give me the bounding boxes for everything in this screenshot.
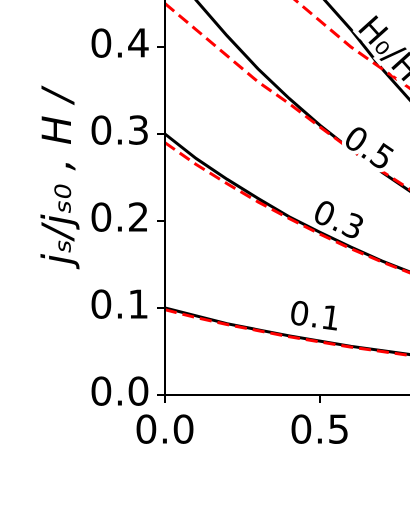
curve-label: 0.3 (307, 192, 371, 249)
plot-area (165, 0, 410, 357)
y-axis-label: jₛ/jₛ₀ , H / (35, 84, 81, 270)
curve-label: 0.1 (287, 293, 344, 339)
y-tick-label: 0.4 (89, 23, 151, 68)
curve-label: H₀/H (350, 8, 410, 89)
curve (165, 308, 410, 357)
y-tick-label: 0.0 (89, 371, 151, 416)
curve-label: 0.5 (336, 118, 401, 180)
curve (165, 2, 410, 192)
curve (165, 141, 410, 275)
curve (292, 0, 410, 91)
curve-labels: 0.1 0.3 0.5 H₀/H (283, 4, 410, 343)
y-tick-label: 0.3 (89, 110, 151, 155)
x-tick-label: 0.0 (134, 409, 196, 454)
x-tick-label: 0.5 (289, 409, 351, 454)
y-tick-label: 0.1 (89, 284, 151, 329)
y-tick-label: 0.2 (89, 197, 151, 242)
curve (322, 0, 410, 103)
